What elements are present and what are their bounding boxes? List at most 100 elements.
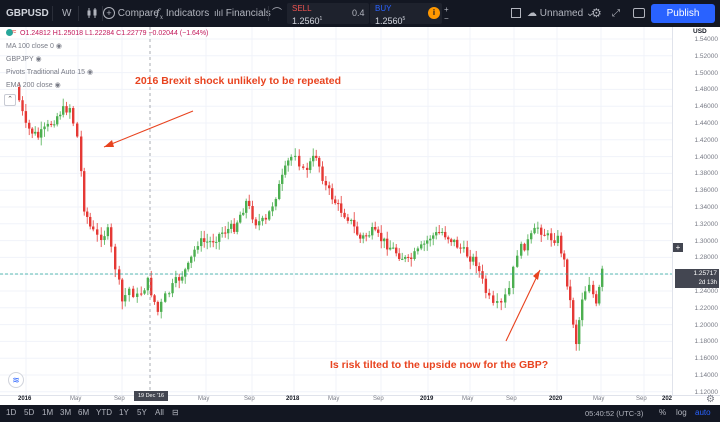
candle-body — [218, 233, 221, 242]
compare-button[interactable]: + Compare — [103, 0, 159, 27]
candle-body — [171, 283, 174, 294]
candle-body — [459, 247, 462, 249]
candle-body — [588, 284, 591, 292]
price-axis[interactable]: USD 1.54000 1.52000 1.50000 1.48000 1.46000 1… — [672, 27, 720, 396]
candle-body — [321, 166, 324, 181]
range-button-6m[interactable]: 6M — [78, 408, 90, 417]
date-range-icon[interactable]: ⊟ — [172, 408, 179, 417]
chart-pane[interactable] — [0, 27, 720, 395]
indicators-button[interactable]: fx Indicators — [156, 0, 209, 27]
candle-body — [160, 301, 163, 312]
legend-item[interactable]: GBPJPY ◉ — [6, 56, 42, 63]
price-tick-label: 1.52000 — [694, 52, 719, 60]
eye-icon[interactable]: ◉ — [35, 56, 42, 63]
range-button-all[interactable]: All — [155, 408, 164, 417]
candle-body — [50, 123, 53, 125]
price-tick-label: 1.48000 — [694, 86, 719, 94]
price-tick-label: 1.54000 — [694, 36, 719, 43]
candle-body — [462, 247, 466, 249]
candle-body — [512, 266, 515, 288]
time-tick-label: 2018 — [286, 396, 300, 402]
time-tick-label: 2019 — [420, 396, 434, 402]
publish-button[interactable]: Publish — [651, 4, 715, 23]
financials-button[interactable]: ılıl Financials — [214, 0, 271, 27]
templates-icon[interactable]: ⌒ — [272, 8, 282, 19]
time-tick-label: May — [328, 396, 340, 402]
range-button-5d[interactable]: 5D — [24, 408, 35, 417]
buy-label: BUY — [375, 4, 392, 13]
arrowhead-icon — [533, 270, 540, 280]
candle-body — [359, 234, 362, 239]
candle-body — [200, 238, 203, 247]
candlestick-chart[interactable] — [0, 27, 672, 395]
spread-value: 0.4 — [352, 8, 365, 18]
price-tick-label: 1.12000 — [694, 388, 719, 396]
time-axis[interactable]: 2016 May Sep May Sep 2018 May Sep 2019 May Sep 2020… — [0, 391, 720, 406]
auto-toggle[interactable]: auto — [695, 408, 711, 417]
eye-icon[interactable]: ◉ — [55, 43, 62, 50]
candle-body — [337, 203, 340, 205]
candle-body — [92, 226, 95, 230]
candle-body — [444, 231, 447, 238]
clock[interactable]: 05:40:52 (UTC-3) — [585, 409, 644, 418]
candle-body — [556, 235, 560, 244]
fullscreen-icon[interactable]: ⤢ — [612, 8, 620, 19]
candle-body — [426, 240, 429, 244]
time-tick-label: May — [462, 396, 474, 402]
time-tick-label: Sep — [114, 396, 125, 402]
candle-body — [601, 268, 604, 287]
time-tick-label: Sep — [373, 396, 384, 402]
candle-body — [284, 165, 287, 175]
candle-body — [386, 238, 389, 250]
candle-body — [536, 227, 540, 229]
legend-item[interactable]: EMA 200 close ◉ — [6, 82, 61, 89]
eye-icon[interactable]: ◉ — [54, 82, 61, 89]
range-button-5y[interactable]: 5Y — [137, 408, 147, 417]
layout-square-icon[interactable] — [511, 8, 521, 18]
percent-toggle[interactable]: % — [659, 408, 667, 417]
candle-body — [124, 295, 127, 302]
candle-body — [187, 262, 190, 270]
annotation-bottom[interactable]: Is risk tilted to the upside now for the… — [330, 359, 549, 371]
legend-item[interactable]: Pivots Traditional Auto 15 ◉ — [6, 69, 94, 76]
interval-button[interactable]: W — [62, 8, 72, 19]
symbol-search[interactable]: GBPUSD — [6, 8, 49, 19]
ohlc-readout: O1.24812 H1.25018 L1.22284 C1.22779 −0.0… — [20, 30, 209, 37]
candle-body — [543, 234, 546, 236]
quantity-stepper[interactable]: + − — [444, 5, 449, 23]
candle-body — [563, 253, 566, 260]
info-icon[interactable]: i — [428, 7, 440, 19]
candle-body — [254, 219, 258, 226]
range-button-1y[interactable]: 1Y — [119, 408, 129, 417]
axis-settings-gear-icon[interactable]: ⚙ — [706, 394, 715, 405]
camera-icon[interactable] — [633, 8, 645, 18]
collapse-legend-button[interactable]: ⌃ — [4, 94, 16, 106]
candle-body — [43, 126, 46, 130]
candle-body — [432, 235, 435, 239]
candle-body — [53, 124, 56, 126]
price-tick-label: 1.46000 — [694, 103, 719, 111]
gear-icon[interactable]: ⚙ — [591, 6, 602, 20]
add-alert-icon[interactable]: + — [673, 243, 683, 252]
range-button-1m[interactable]: 1M — [42, 408, 54, 417]
candle-body — [239, 214, 242, 223]
legend-item[interactable]: MA 100 close 0 ◉ — [6, 43, 62, 50]
candle-body — [572, 300, 575, 325]
eye-icon[interactable]: ◉ — [86, 69, 94, 76]
buy-button[interactable]: BUY 1.25605 — [370, 3, 442, 26]
range-button-ytd[interactable]: YTD — [96, 408, 112, 417]
layout-name-button[interactable]: ☁ Unnamed ⌄ — [527, 0, 594, 27]
log-toggle[interactable]: log — [676, 408, 687, 417]
sell-button[interactable]: SELL 1.25601 — [287, 3, 369, 26]
chart-style-icon[interactable] — [86, 0, 98, 27]
price-tick-label: 1.22000 — [694, 304, 719, 312]
candle-body — [374, 227, 377, 230]
candle-body — [103, 236, 106, 241]
range-button-3m[interactable]: 3M — [60, 408, 72, 417]
annotation-top[interactable]: 2016 Brexit shock unlikely to be repeate… — [135, 75, 342, 87]
candle-body — [184, 269, 187, 277]
scroll-to-latest-icon[interactable]: ≋ — [8, 372, 24, 388]
range-button-1d[interactable]: 1D — [6, 408, 17, 417]
candle-body — [504, 294, 507, 303]
cloud-icon: ☁ — [527, 8, 537, 19]
